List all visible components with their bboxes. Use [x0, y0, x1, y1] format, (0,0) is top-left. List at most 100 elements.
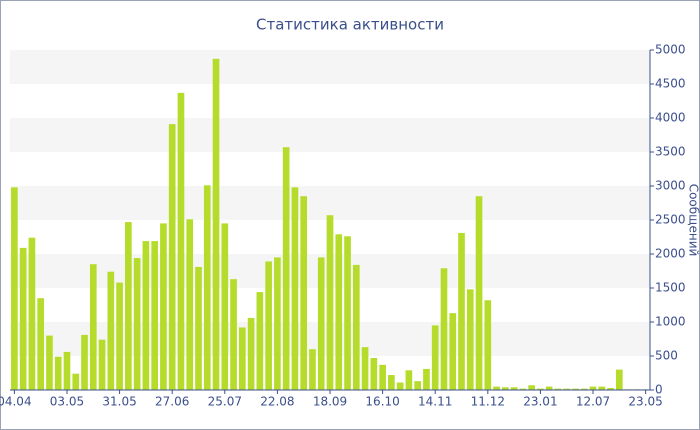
bar [502, 387, 509, 390]
bar [537, 388, 544, 390]
bar [19, 247, 27, 390]
bar [554, 388, 562, 390]
bar [309, 349, 316, 390]
bar [431, 325, 439, 390]
bar [274, 257, 281, 390]
bar [379, 364, 386, 390]
bar [203, 185, 211, 390]
bar [519, 388, 527, 390]
bar [89, 264, 97, 390]
y-tick-label: 2000 [655, 247, 686, 261]
bar [177, 92, 185, 390]
bar [11, 187, 18, 390]
y-tick-label: 1500 [655, 281, 686, 295]
grid-band [10, 186, 650, 220]
y-tick-label: 4500 [655, 77, 686, 91]
x-tick-label: 03.05 [50, 395, 84, 409]
bar [212, 58, 220, 391]
bar [256, 292, 264, 390]
y-tick-label: 2500 [655, 213, 686, 227]
bar [238, 327, 246, 390]
grid-band [10, 50, 650, 84]
bar [46, 335, 53, 390]
bar [265, 261, 272, 390]
bar [607, 387, 614, 390]
y-tick-label: 5000 [655, 43, 686, 57]
bar [580, 388, 588, 390]
x-tick-label: 18.09 [313, 395, 347, 409]
bar [142, 241, 150, 390]
bar [475, 196, 483, 390]
bar [81, 334, 88, 390]
bar [598, 386, 606, 390]
bar [615, 369, 623, 390]
bar [107, 271, 115, 390]
bar [572, 388, 579, 390]
bar [388, 375, 395, 390]
x-tick-label: 04.04 [0, 395, 32, 409]
bar [361, 347, 369, 390]
bar [484, 300, 492, 390]
x-tick-label: 12.07 [576, 395, 610, 409]
bar [414, 381, 422, 390]
bar [510, 387, 518, 390]
bar [116, 282, 123, 390]
bar [440, 268, 448, 390]
y-axis-label: Сообщений [687, 184, 700, 257]
x-tick-label: 11.12 [471, 395, 505, 409]
bar [37, 298, 45, 390]
bar [151, 241, 158, 390]
x-tick-label: 27.06 [155, 395, 189, 409]
bar [221, 223, 229, 390]
bar [291, 187, 299, 390]
bar [344, 236, 351, 390]
bar [125, 222, 132, 390]
bar [335, 234, 343, 390]
bar [28, 237, 36, 390]
y-tick-label: 3500 [655, 145, 686, 159]
bar [186, 219, 194, 390]
bar [405, 370, 413, 390]
bar [300, 196, 308, 390]
bar [72, 373, 80, 390]
bar [423, 368, 430, 390]
y-tick-label: 4000 [655, 111, 686, 125]
bar [168, 124, 176, 391]
x-tick-label: 22.08 [260, 395, 294, 409]
grid-band [10, 118, 650, 152]
bar [133, 258, 141, 390]
x-tick-label: 25.07 [208, 395, 242, 409]
bar [396, 382, 404, 390]
y-tick-label: 500 [655, 349, 678, 363]
x-tick-label: 16.10 [365, 395, 399, 409]
bar [160, 223, 167, 390]
bar [247, 317, 255, 390]
x-tick-label: 31.05 [102, 395, 136, 409]
bar [282, 147, 290, 390]
bar [589, 386, 597, 390]
y-tick-label: 3000 [655, 179, 686, 193]
y-tick-label: 0 [655, 383, 663, 397]
bar [545, 386, 553, 390]
bar [98, 339, 106, 390]
bar [493, 386, 500, 390]
y-tick-label: 1000 [655, 315, 686, 329]
bar [563, 388, 571, 390]
x-tick-label: 14.11 [418, 395, 452, 409]
bar [317, 257, 325, 390]
bar [63, 351, 71, 390]
x-tick-label: 23.05 [628, 395, 662, 409]
bar [458, 232, 465, 390]
bar [352, 264, 360, 390]
bar [370, 358, 378, 390]
bar [54, 356, 62, 390]
bar [230, 279, 237, 390]
bar [449, 313, 457, 390]
bar [195, 266, 202, 390]
chart-title: Статистика активности [256, 16, 444, 34]
bar [528, 385, 535, 390]
x-tick-label: 23.01 [523, 395, 557, 409]
bar [326, 215, 334, 390]
bar [466, 289, 474, 390]
